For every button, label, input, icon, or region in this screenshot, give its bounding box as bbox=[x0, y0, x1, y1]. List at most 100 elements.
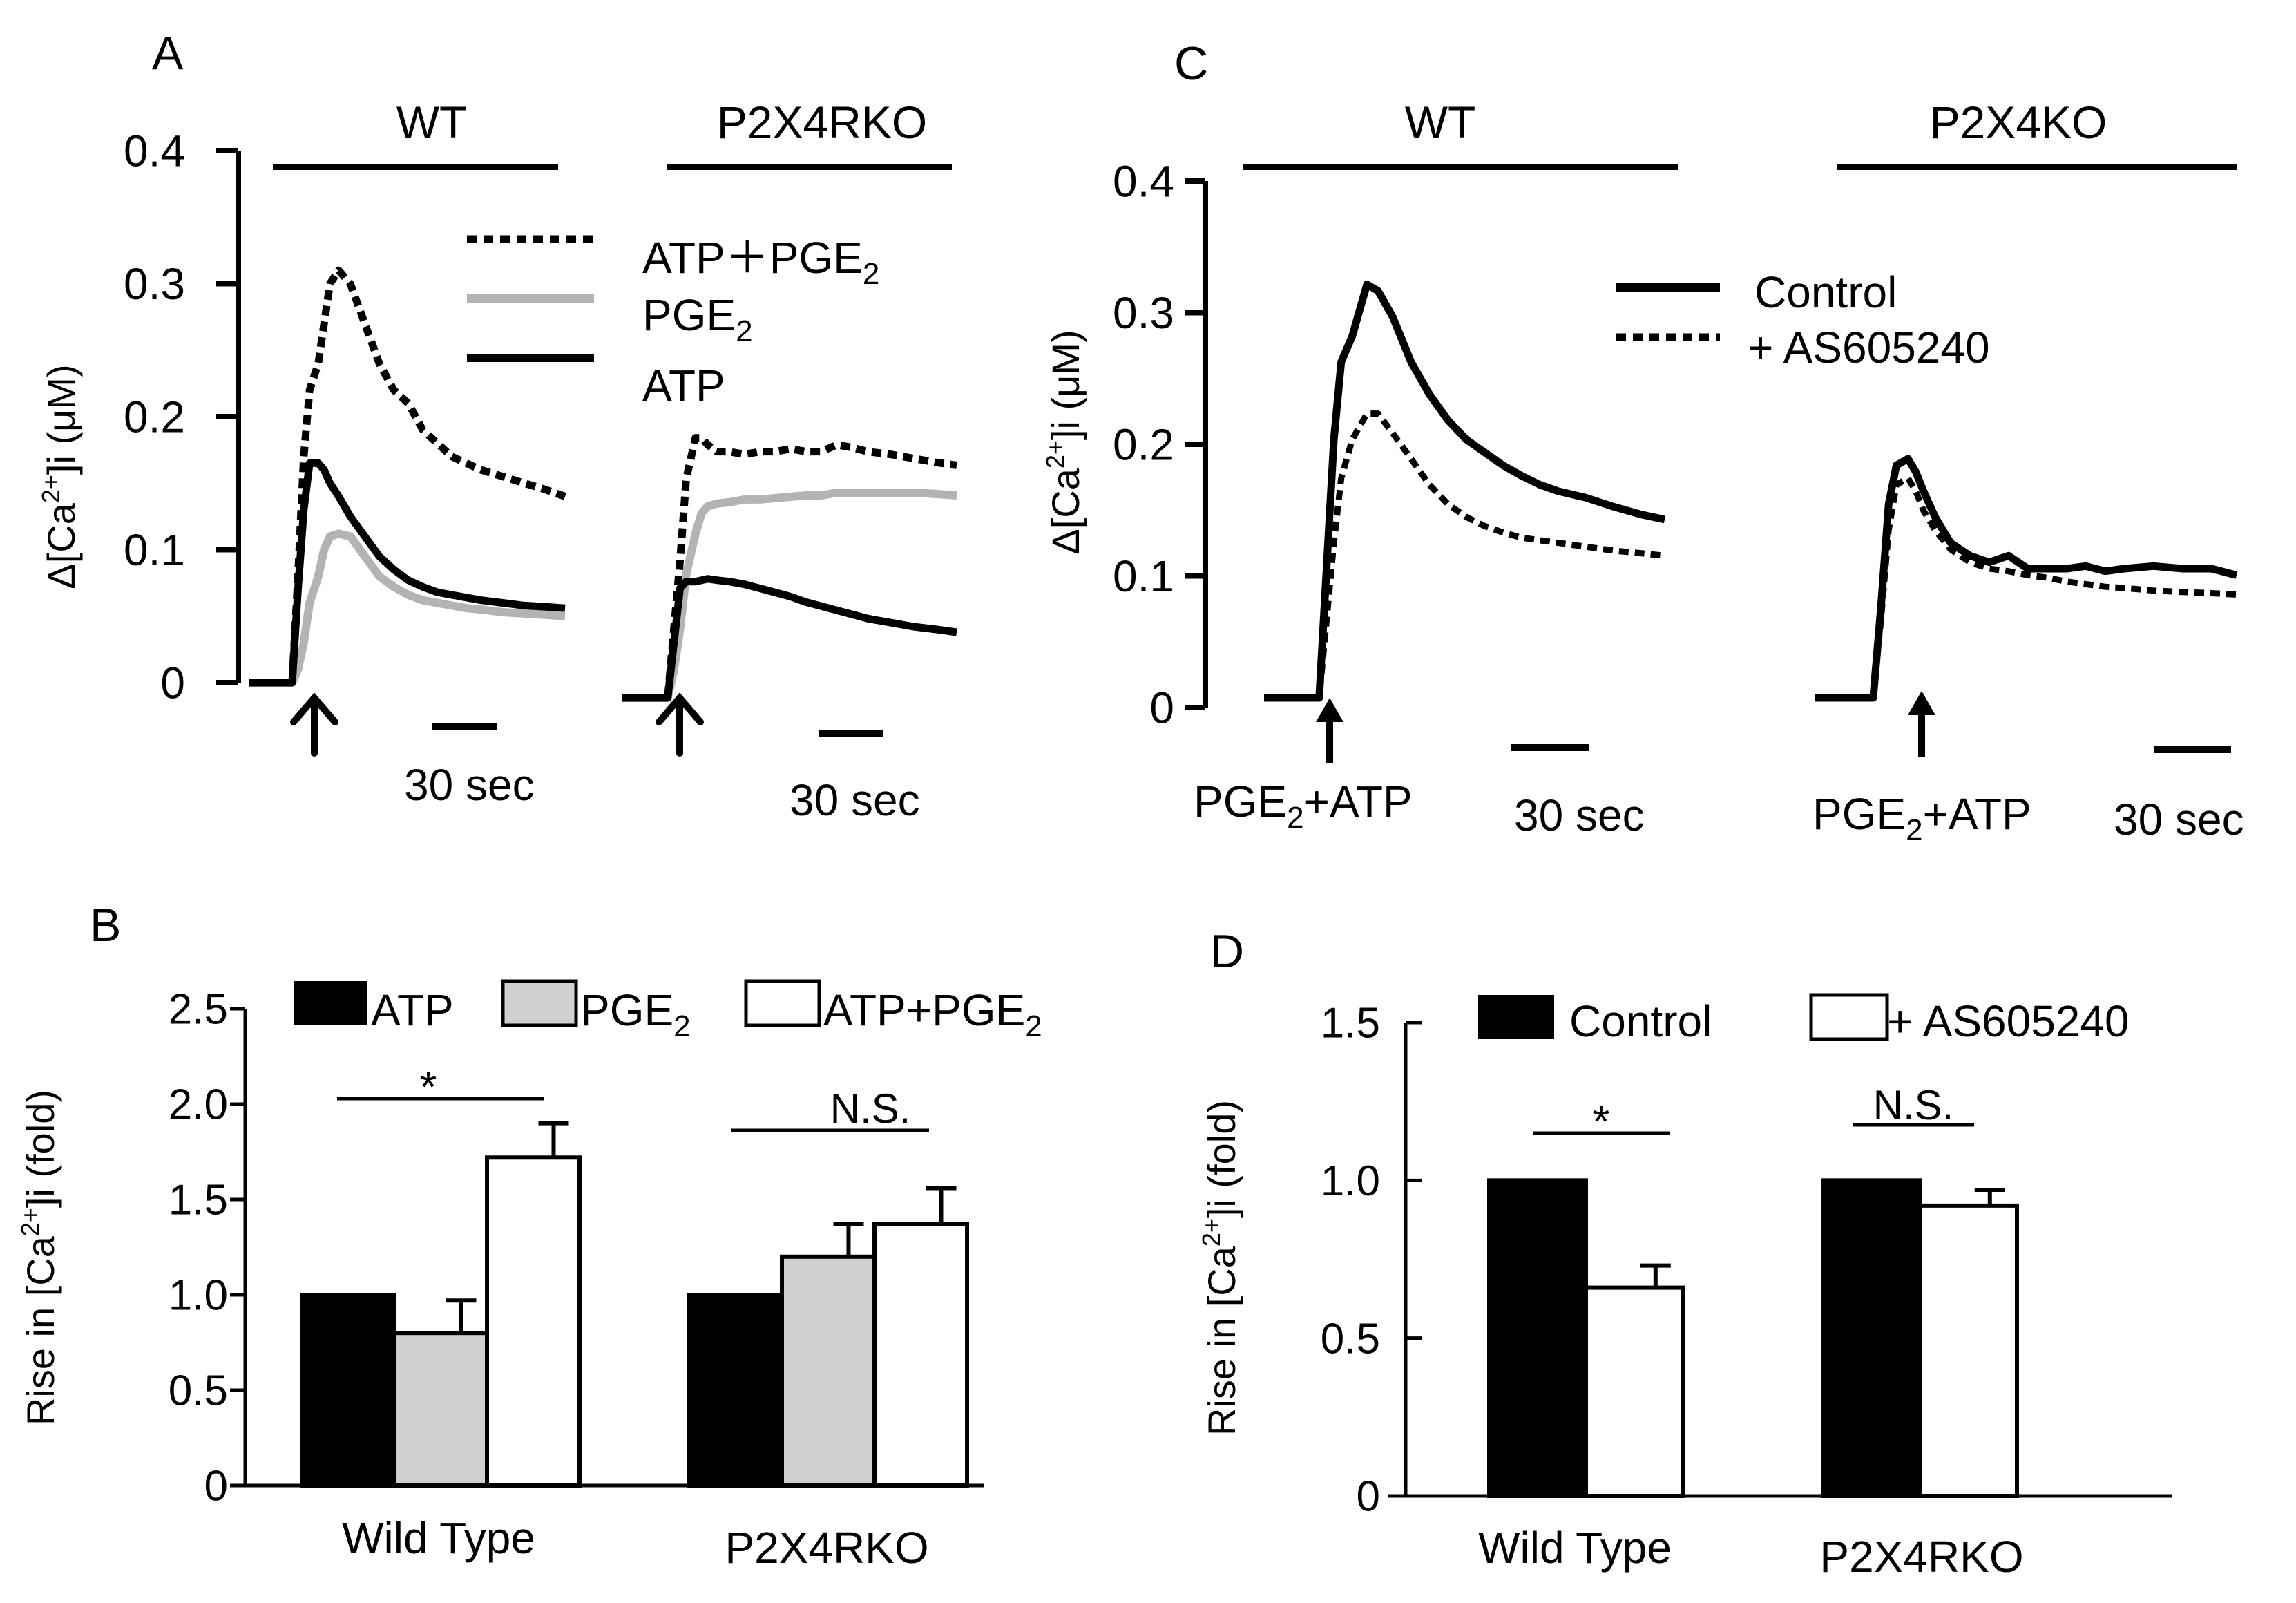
panel-a-ko-series-1 bbox=[622, 434, 957, 702]
panel-d-bar-0-0 bbox=[1487, 1178, 1588, 1499]
panel-b-bar-0-0 bbox=[300, 1293, 396, 1488]
panel-b-star: * bbox=[420, 1062, 437, 1112]
panel-c-plot-ko bbox=[1815, 455, 2238, 702]
panel-d-y-tick-label-3: 1.5 bbox=[1321, 1000, 1380, 1047]
panel-b-bar-1-2 bbox=[872, 1222, 969, 1488]
panel-d-letter: D bbox=[1210, 925, 1244, 978]
panel-c-y-label: Δ[Ca2+]i (μM) bbox=[1041, 330, 1087, 554]
panel-a-scale-label-ko: 30 sec bbox=[790, 775, 920, 825]
panel-b-sig-wt: * bbox=[337, 1062, 544, 1112]
panel-b-bar-0-1 bbox=[392, 1331, 489, 1488]
panel-c-group-ko: P2X4KO bbox=[1930, 97, 2107, 148]
panel-c-y-tick-label-3: 0.3 bbox=[1113, 288, 1174, 338]
panel-c: C WT P2X4KO 00.10.20.30.4 Δ[Ca2+]i (μM) … bbox=[1041, 37, 2244, 847]
legend-a-label-atp: ATP bbox=[642, 361, 725, 410]
panel-b-cat-wt: Wild Type bbox=[342, 1513, 535, 1563]
legend-b-label-atp-pge2: ATP+PGE2 bbox=[823, 985, 1042, 1043]
panel-b-sig-ko: N.S. bbox=[731, 1085, 929, 1132]
panel-a-scale-label-wt: 30 sec bbox=[404, 760, 535, 810]
panel-b-bar-1-1 bbox=[780, 1254, 877, 1488]
panel-b-bar-1-0 bbox=[687, 1293, 784, 1488]
panel-c-arrow-wt bbox=[1316, 698, 1343, 763]
panel-a-plot-wt bbox=[249, 266, 566, 687]
panel-c-arrow-ko bbox=[1908, 691, 1935, 757]
panel-b-ns: N.S. bbox=[830, 1085, 911, 1132]
panel-d-sig-wt: * bbox=[1533, 1097, 1670, 1146]
panel-a-arrow-ko bbox=[656, 692, 704, 757]
panel-a: A WT P2X4RKO 0 0.1 0.2 0.3 0.4 Δ[Ca2+]i (μM)… bbox=[37, 27, 957, 825]
panel-d-sig-ko: N.S. bbox=[1853, 1082, 1974, 1128]
panel-d-y-axis: 0 0.5 1.0 1.5 bbox=[1321, 1000, 2172, 1521]
legend-b-swatch-pge2 bbox=[501, 979, 578, 1027]
panel-a-legend: ATP＋PGE2 PGE2 ATP bbox=[467, 233, 879, 410]
panel-c-wt-series-1 bbox=[1264, 281, 1666, 702]
panel-c-y-axis: 0 0.1 0.2 0.3 0.4 bbox=[1113, 156, 1208, 732]
panel-a-group-ko: P2X4RKO bbox=[717, 97, 927, 148]
panel-a-y-axis: 0 0.1 0.2 0.3 0.4 bbox=[124, 126, 241, 708]
panel-a-plot-ko bbox=[622, 434, 957, 702]
panel-b-bar-0-2 bbox=[485, 1155, 582, 1488]
legend-c-label-control: Control bbox=[1754, 267, 1897, 317]
panel-b-y-tick-label-4: 2.0 bbox=[169, 1081, 228, 1129]
panel-a-y-label: Δ[Ca2+]i (μM) bbox=[37, 364, 83, 589]
panel-d-ns: N.S. bbox=[1873, 1082, 1954, 1128]
panel-d-y-tick-label-0: 0 bbox=[1357, 1473, 1380, 1521]
panel-d-y-label: Rise in [Ca2+]i (fold) bbox=[1197, 1100, 1243, 1436]
panel-d-y-tick-label-2: 1.0 bbox=[1321, 1157, 1380, 1205]
panel-a-group-wt: WT bbox=[396, 97, 468, 148]
panel-d-bar-0-1 bbox=[1584, 1285, 1685, 1498]
panel-b-bars bbox=[300, 1121, 969, 1488]
panel-d-star: * bbox=[1593, 1097, 1610, 1146]
legend-b-swatch-atp-pge2 bbox=[744, 979, 821, 1027]
legend-b-swatch-atp bbox=[294, 981, 367, 1025]
panel-b-y-tick-label-3: 1.5 bbox=[169, 1177, 228, 1224]
panel-b-legend: ATP PGE2 ATP+PGE2 bbox=[294, 979, 1042, 1043]
panel-c-y-tick-label-1: 0.1 bbox=[1113, 551, 1174, 601]
panel-a-wt-series-1 bbox=[249, 266, 566, 687]
panel-c-stim-label-wt: PGE2+ATP bbox=[1194, 777, 1413, 835]
legend-d-label-control: Control bbox=[1569, 996, 1712, 1046]
panel-a-y-tick-label-1: 0.1 bbox=[124, 525, 185, 575]
panel-c-scale-label-ko: 30 sec bbox=[2114, 795, 2244, 844]
panel-a-letter: A bbox=[152, 27, 184, 79]
panel-b-letter: B bbox=[90, 899, 121, 951]
panel-d-y-tick-label-1: 0.5 bbox=[1321, 1315, 1380, 1363]
panel-d-legend: Control + AS605240 bbox=[1478, 993, 2130, 1046]
panel-d-cat-ko: P2X4RKO bbox=[1819, 1532, 2023, 1582]
panel-c-ko-series-1 bbox=[1815, 455, 2238, 702]
legend-d-swatch-inhibitor bbox=[1809, 993, 1889, 1041]
legend-a-label-atp-pge2: ATP＋PGE2 bbox=[642, 233, 879, 291]
panel-b-y-tick-label-5: 2.5 bbox=[169, 986, 228, 1034]
panel-b-y-tick-label-1: 0.5 bbox=[169, 1367, 228, 1415]
legend-b-label-pge2: PGE2 bbox=[580, 985, 691, 1043]
panel-c-group-wt: WT bbox=[1405, 97, 1476, 148]
panel-b-y-tick-label-2: 1.0 bbox=[169, 1272, 228, 1320]
panel-b: B Rise in [Ca2+]i (fold) ATP PGE2 ATP+PG… bbox=[16, 899, 1042, 1573]
panel-c-y-tick-label-2: 0.2 bbox=[1113, 419, 1174, 469]
panel-c-scale-label-wt: 30 sec bbox=[1514, 790, 1645, 840]
legend-c-label-inhibitor: + AS605240 bbox=[1748, 323, 1990, 372]
panel-a-y-tick-label-0: 0 bbox=[160, 658, 185, 708]
panel-a-y-tick-label-4: 0.4 bbox=[124, 126, 185, 176]
panel-c-y-tick-label-0: 0 bbox=[1149, 683, 1174, 732]
panel-a-arrow-wt bbox=[290, 692, 338, 757]
legend-a-label-pge2: PGE2 bbox=[642, 290, 753, 348]
panel-b-cat-ko: P2X4RKO bbox=[725, 1523, 928, 1573]
panel-b-y-label: Rise in [Ca2+]i (fold) bbox=[16, 1090, 62, 1425]
panel-d-cat-wt: Wild Type bbox=[1478, 1523, 1672, 1573]
panel-a-y-tick-label-2: 0.2 bbox=[124, 392, 185, 442]
legend-d-swatch-control bbox=[1478, 995, 1554, 1039]
panel-c-legend: Control + AS605240 bbox=[1616, 267, 1990, 372]
panel-d-bar-1-1 bbox=[1918, 1203, 2019, 1499]
panel-a-y-tick-label-3: 0.3 bbox=[124, 259, 185, 309]
panel-c-y-tick-label-4: 0.4 bbox=[1113, 156, 1174, 206]
panel-d-bar-1-0 bbox=[1821, 1178, 1922, 1499]
panel-d-bars bbox=[1487, 1178, 2019, 1499]
legend-b-label-atp: ATP bbox=[371, 985, 454, 1035]
panel-c-stim-label-ko: PGE2+ATP bbox=[1812, 789, 2031, 847]
panel-c-plot-wt bbox=[1264, 281, 1666, 702]
panel-a-ko-series-2 bbox=[622, 575, 957, 702]
panel-c-letter: C bbox=[1174, 37, 1208, 90]
panel-d: D Rise in [Ca2+]i (fold) Control + AS605… bbox=[1197, 925, 2172, 1582]
